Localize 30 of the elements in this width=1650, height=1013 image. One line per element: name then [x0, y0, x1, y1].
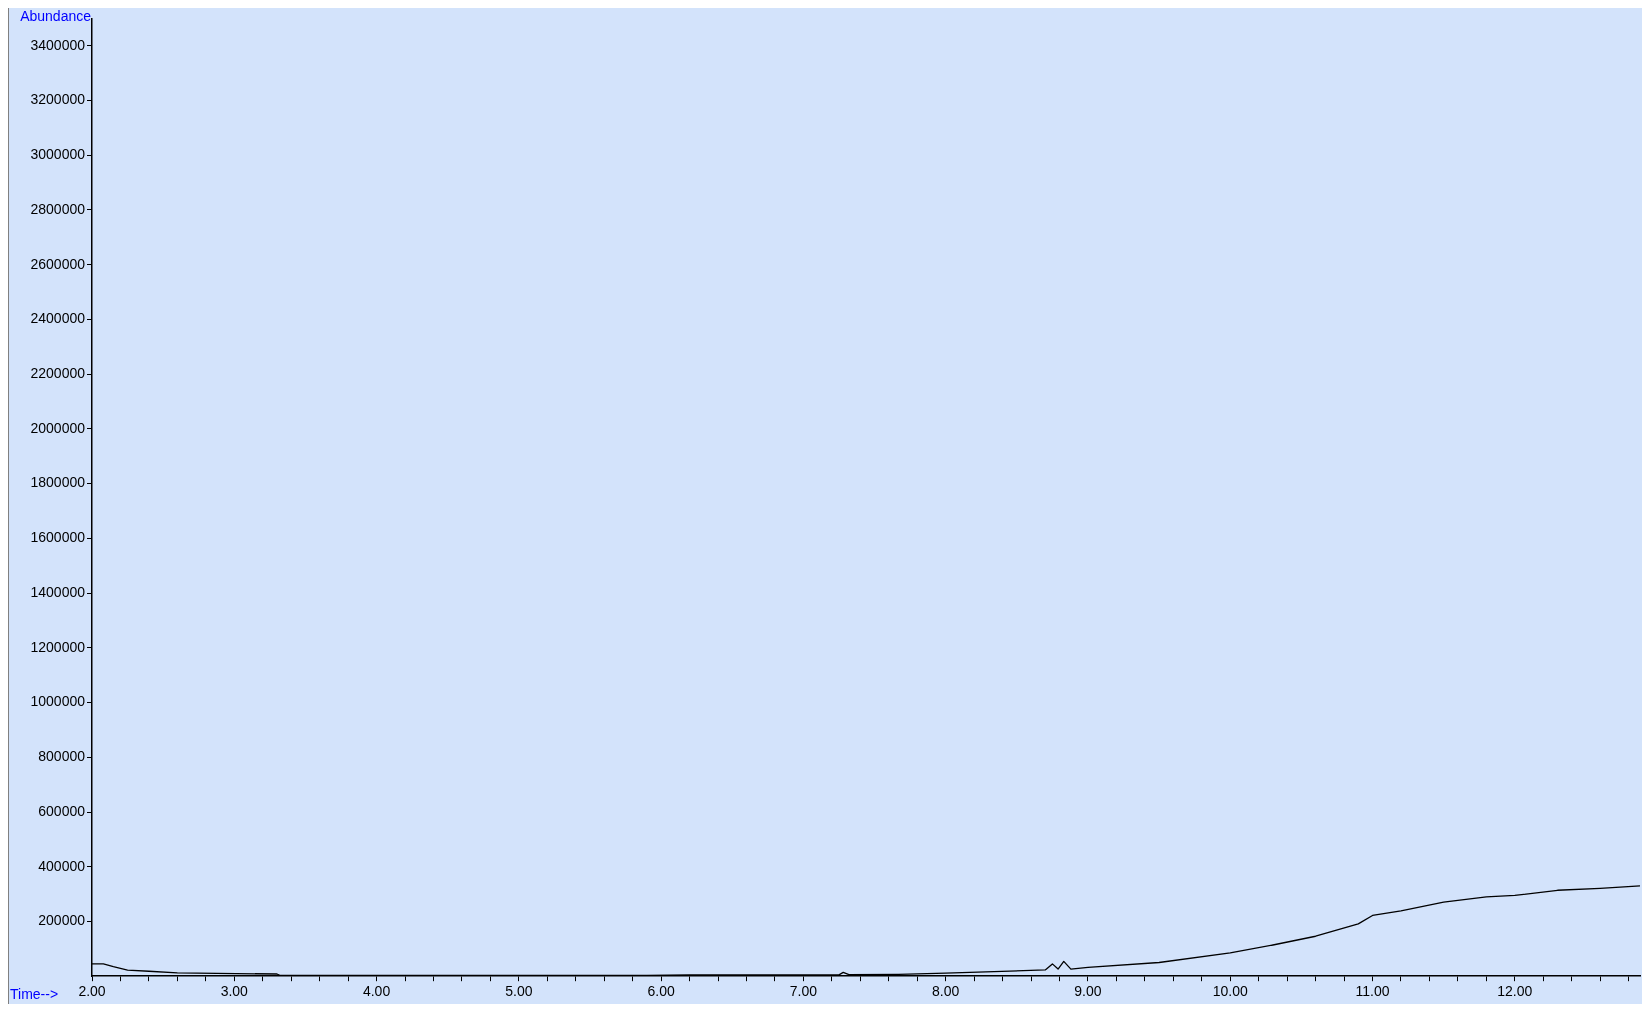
y-tick-label: 1800000: [30, 474, 86, 491]
x-tick-label: 2.00: [78, 983, 106, 1000]
y-tick-label: 2000000: [30, 419, 86, 436]
x-tick-label: 8.00: [932, 983, 960, 1000]
x-axis-title: Time-->: [10, 985, 59, 1002]
x-tick-label: 11.00: [1355, 983, 1390, 1000]
y-tick-label: 1400000: [30, 583, 86, 600]
y-tick-label: 3200000: [30, 91, 86, 108]
y-tick-label: 400000: [38, 857, 86, 874]
y-tick-label: 1600000: [30, 529, 86, 546]
y-axis-title: Abundance: [20, 7, 92, 24]
y-tick-label: 1200000: [30, 638, 86, 655]
y-tick-label: 1000000: [30, 693, 86, 710]
y-tick-label: 3400000: [30, 36, 86, 53]
y-tick-label: 200000: [38, 912, 86, 929]
x-tick-label: 6.00: [647, 983, 675, 1000]
y-tick-label: 2800000: [30, 200, 86, 217]
x-tick-label: 12.00: [1497, 983, 1533, 1000]
x-tick-label: 9.00: [1074, 983, 1102, 1000]
y-tick-label: 600000: [38, 802, 86, 819]
x-tick-label: 3.00: [220, 983, 249, 1000]
x-tick-label: 10.00: [1212, 983, 1248, 1000]
y-tick-label: 2400000: [30, 310, 86, 327]
y-tick-label: 2600000: [30, 255, 86, 272]
y-tick-label: 2200000: [30, 365, 86, 382]
x-tick-label: 5.00: [505, 983, 533, 1000]
x-tick-label: 7.00: [789, 983, 818, 1000]
y-tick-label: 3000000: [30, 146, 86, 163]
x-tick-label: 4.00: [362, 983, 391, 1000]
y-tick-label: 800000: [38, 748, 86, 765]
